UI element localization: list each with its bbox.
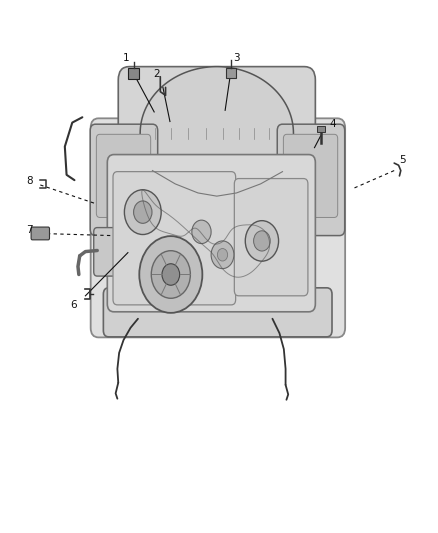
Bar [226, 68, 236, 78]
FancyBboxPatch shape [31, 227, 49, 240]
Bar [317, 126, 325, 132]
Text: 3: 3 [233, 53, 240, 62]
Circle shape [192, 220, 211, 244]
FancyBboxPatch shape [91, 118, 345, 337]
Circle shape [211, 241, 234, 269]
Circle shape [139, 236, 202, 313]
Text: 8: 8 [26, 176, 33, 186]
FancyBboxPatch shape [107, 155, 315, 312]
Circle shape [217, 248, 228, 261]
FancyBboxPatch shape [103, 288, 332, 337]
FancyBboxPatch shape [94, 228, 128, 276]
Circle shape [245, 221, 279, 261]
Circle shape [151, 251, 191, 298]
Circle shape [134, 201, 152, 223]
FancyBboxPatch shape [283, 134, 338, 217]
FancyBboxPatch shape [234, 179, 308, 296]
Text: 1: 1 [123, 53, 130, 62]
FancyBboxPatch shape [118, 67, 315, 184]
Text: 5: 5 [399, 155, 406, 165]
Bar [128, 68, 139, 79]
Circle shape [124, 190, 161, 235]
FancyBboxPatch shape [277, 124, 345, 236]
Text: 7: 7 [26, 225, 33, 235]
FancyBboxPatch shape [96, 134, 151, 217]
Text: 6: 6 [70, 300, 77, 310]
Text: 2: 2 [153, 69, 160, 78]
Text: 4: 4 [329, 119, 336, 128]
Circle shape [162, 264, 180, 285]
FancyBboxPatch shape [90, 124, 158, 236]
FancyBboxPatch shape [113, 172, 236, 305]
Circle shape [254, 231, 270, 251]
